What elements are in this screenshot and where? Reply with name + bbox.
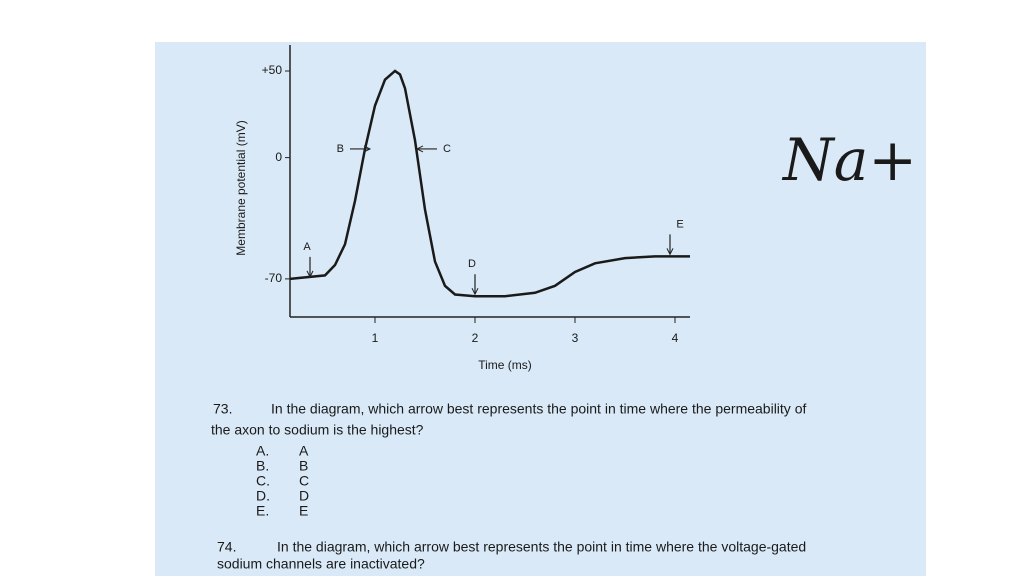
arrow-head	[363, 145, 372, 153]
marker-label: C	[443, 143, 451, 155]
option-letter: A.	[256, 443, 269, 459]
option-letter: C.	[256, 473, 270, 489]
marker-label: E	[676, 218, 683, 230]
option-letter: B.	[256, 458, 269, 474]
question-number: 74.	[217, 539, 236, 555]
arrow-head	[471, 287, 479, 296]
marker-label: A	[303, 241, 311, 253]
handwritten-note: Na+	[781, 126, 917, 194]
x-tick-label: 3	[572, 331, 579, 345]
marker-label: D	[468, 258, 476, 270]
y-tick-label: -70	[265, 271, 283, 285]
x-tick-label: 1	[372, 331, 379, 345]
arrow-head	[666, 248, 674, 256]
x-tick-label: 4	[672, 331, 679, 345]
y-axis-label: Membrane potential (mV)	[234, 120, 248, 255]
x-axis-label: Time (ms)	[478, 358, 532, 372]
option-answer: D	[299, 488, 309, 504]
y-tick-label: 0	[275, 150, 282, 164]
y-tick-label: +50	[262, 63, 283, 77]
option-answer: C	[299, 473, 309, 489]
potential-curve	[289, 69, 690, 298]
option-answer: E	[299, 503, 308, 519]
option-answer: A	[299, 443, 309, 459]
option-answer: B	[299, 458, 308, 474]
arrow-head	[306, 270, 314, 279]
x-tick-label: 2	[472, 331, 479, 345]
marker-label: B	[337, 143, 344, 155]
paper	[155, 42, 926, 576]
question-number: 73.	[213, 401, 232, 417]
question-text: the axon to sodium is the highest?	[211, 422, 424, 438]
option-letter: E.	[256, 503, 269, 519]
option-letter: D.	[256, 488, 270, 504]
question-text: sodium channels are inactivated?	[217, 556, 425, 572]
arrow-head	[415, 145, 424, 153]
question-text: In the diagram, which arrow best represe…	[271, 401, 806, 417]
question-text: In the diagram, which arrow best represe…	[277, 539, 806, 555]
